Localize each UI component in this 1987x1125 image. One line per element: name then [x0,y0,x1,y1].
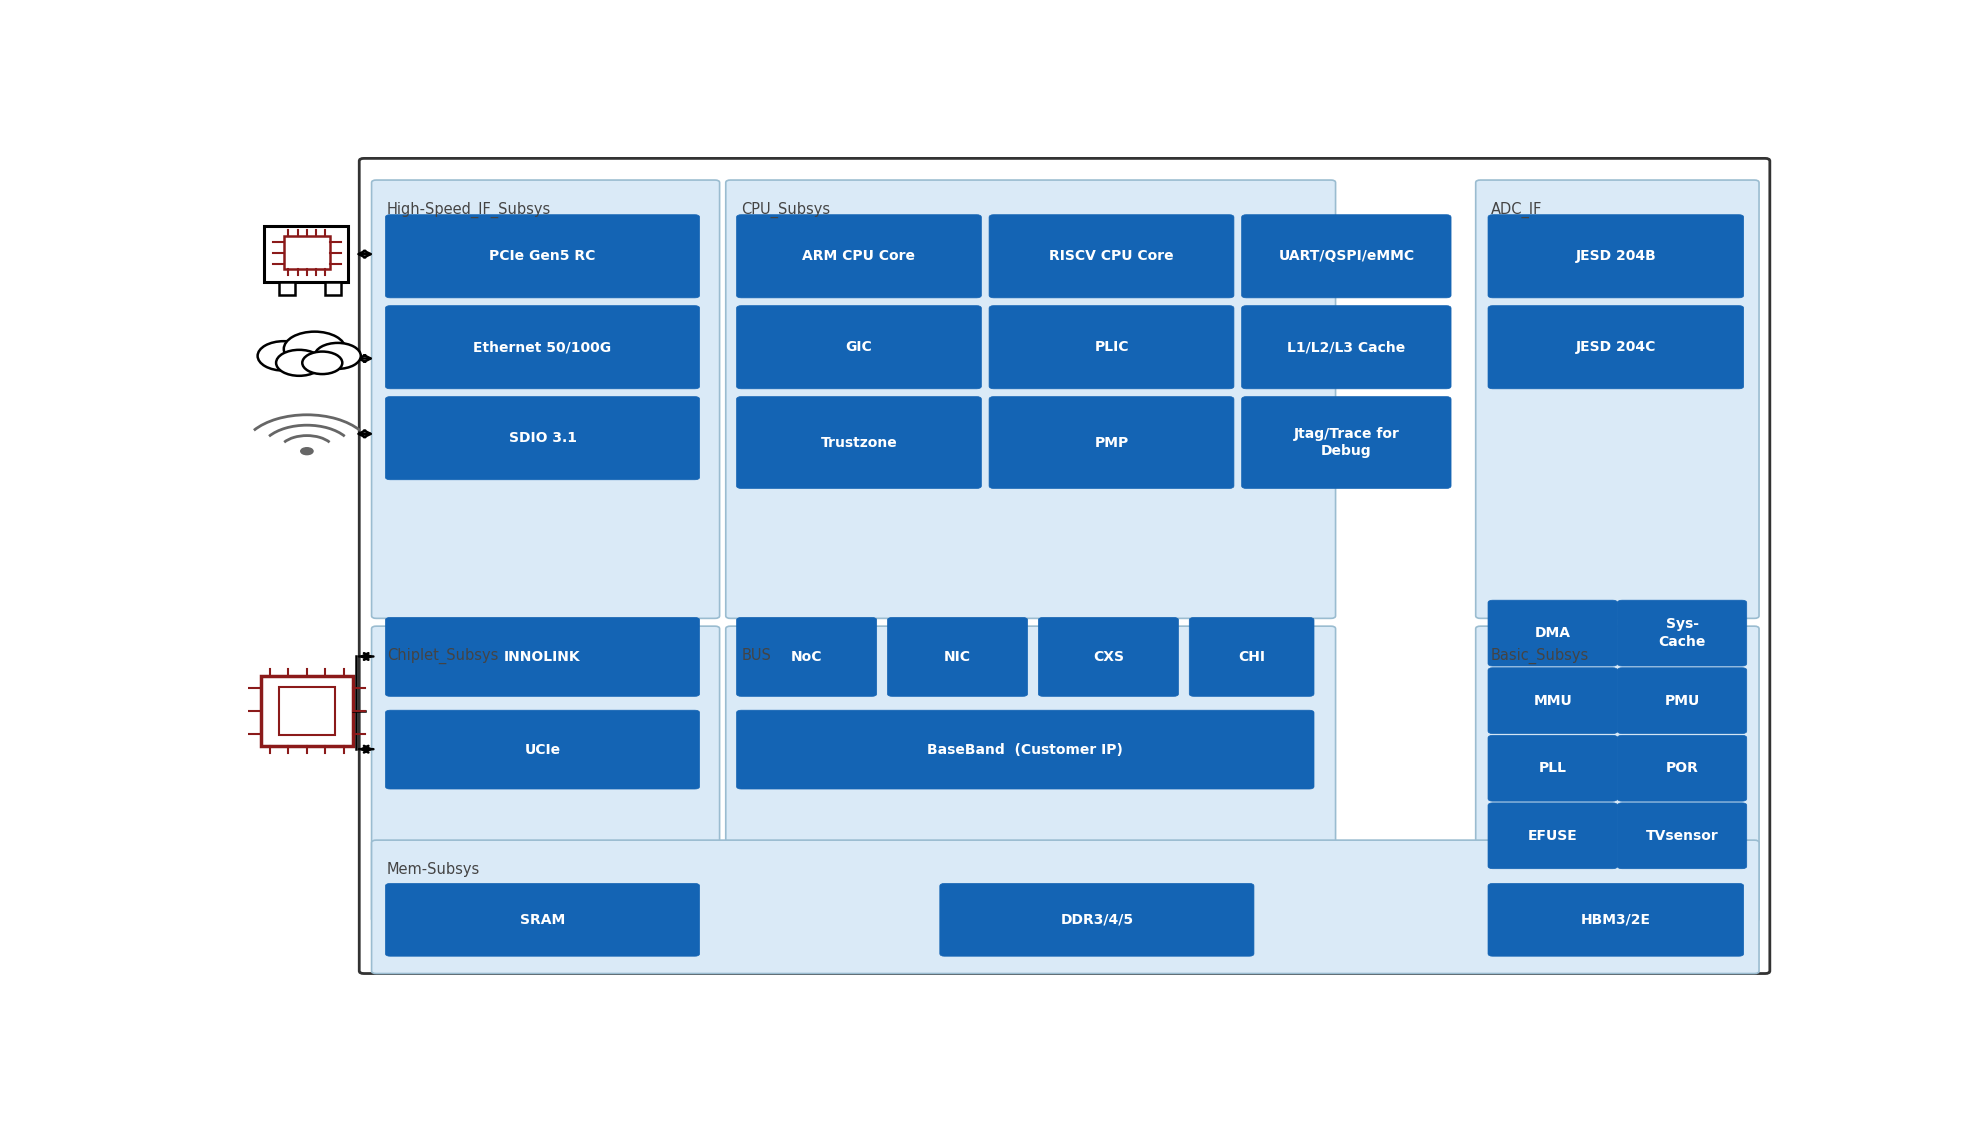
Text: L1/L2/L3 Cache: L1/L2/L3 Cache [1288,340,1405,354]
Text: Mem-Subsys: Mem-Subsys [387,862,481,876]
FancyBboxPatch shape [940,883,1254,956]
FancyBboxPatch shape [1476,627,1758,921]
Text: ARM CPU Core: ARM CPU Core [803,250,916,263]
Circle shape [284,332,346,367]
Circle shape [258,341,310,370]
Text: ADC_IF: ADC_IF [1490,201,1542,218]
Text: NoC: NoC [791,650,823,664]
Text: RISCV CPU Core: RISCV CPU Core [1049,250,1174,263]
Text: BaseBand  (Customer IP): BaseBand (Customer IP) [928,742,1123,757]
Text: DMA: DMA [1534,627,1570,640]
FancyBboxPatch shape [1476,180,1758,619]
Text: JESD 204B: JESD 204B [1576,250,1657,263]
Bar [278,686,334,736]
FancyBboxPatch shape [1488,306,1745,389]
Text: JESD 204C: JESD 204C [1576,340,1655,354]
Bar [284,236,330,269]
FancyBboxPatch shape [385,710,699,789]
FancyBboxPatch shape [990,306,1234,389]
FancyBboxPatch shape [737,397,982,488]
Text: HBM3/2E: HBM3/2E [1582,912,1651,927]
FancyBboxPatch shape [990,215,1234,298]
Text: Sys-
Cache: Sys- Cache [1659,618,1705,649]
Text: SDIO 3.1: SDIO 3.1 [509,431,576,446]
Text: GIC: GIC [846,340,872,354]
Bar [264,226,348,282]
Text: EFUSE: EFUSE [1528,829,1578,843]
Text: TVsensor: TVsensor [1645,829,1719,843]
FancyBboxPatch shape [1617,600,1747,666]
Text: DDR3/4/5: DDR3/4/5 [1061,912,1133,927]
Text: POR: POR [1665,762,1699,775]
FancyBboxPatch shape [1617,668,1747,734]
FancyBboxPatch shape [737,710,1313,789]
Text: CPU_Subsys: CPU_Subsys [741,201,831,218]
Text: PLIC: PLIC [1095,340,1129,354]
Bar [278,282,294,295]
Text: Jtag/Trace for
Debug: Jtag/Trace for Debug [1294,426,1399,458]
Text: UCIe: UCIe [525,742,560,757]
Circle shape [302,351,342,375]
FancyBboxPatch shape [385,215,699,298]
FancyBboxPatch shape [1488,736,1617,801]
Text: PLL: PLL [1538,762,1566,775]
Text: MMU: MMU [1534,694,1572,708]
Text: SRAM: SRAM [521,912,564,927]
FancyBboxPatch shape [725,627,1335,921]
Bar [326,282,342,295]
FancyBboxPatch shape [1617,803,1747,868]
FancyBboxPatch shape [737,306,982,389]
Text: Trustzone: Trustzone [821,435,898,450]
Text: High-Speed_IF_Subsys: High-Speed_IF_Subsys [387,201,550,218]
FancyBboxPatch shape [1488,668,1617,734]
Text: CHI: CHI [1238,650,1266,664]
FancyBboxPatch shape [1488,215,1745,298]
FancyBboxPatch shape [372,840,1758,973]
Text: CXS: CXS [1093,650,1125,664]
FancyBboxPatch shape [360,159,1770,973]
Text: UART/QSPI/eMMC: UART/QSPI/eMMC [1278,250,1415,263]
FancyBboxPatch shape [1617,736,1747,801]
FancyBboxPatch shape [385,397,699,479]
FancyBboxPatch shape [1488,883,1745,956]
Text: BUS: BUS [741,648,771,663]
Bar [260,676,354,746]
Circle shape [314,343,362,369]
FancyBboxPatch shape [737,618,876,696]
FancyBboxPatch shape [725,180,1335,619]
FancyBboxPatch shape [888,618,1027,696]
Circle shape [276,350,322,376]
Circle shape [300,448,314,454]
FancyBboxPatch shape [1242,397,1451,488]
Text: PCIe Gen5 RC: PCIe Gen5 RC [489,250,596,263]
FancyBboxPatch shape [990,397,1234,488]
FancyBboxPatch shape [385,883,699,956]
FancyBboxPatch shape [1242,306,1451,389]
FancyBboxPatch shape [1039,618,1178,696]
Text: PMP: PMP [1095,435,1129,450]
Text: INNOLINK: INNOLINK [505,650,580,664]
FancyBboxPatch shape [385,618,699,696]
Text: NIC: NIC [944,650,972,664]
FancyBboxPatch shape [1190,618,1313,696]
FancyBboxPatch shape [1488,803,1617,868]
FancyBboxPatch shape [1488,600,1617,666]
Text: Chiplet_Subsys: Chiplet_Subsys [387,648,499,664]
FancyBboxPatch shape [385,306,699,389]
Text: Ethernet 50/100G: Ethernet 50/100G [473,340,612,354]
Text: Basic_Subsys: Basic_Subsys [1490,648,1590,664]
FancyBboxPatch shape [372,627,719,921]
FancyBboxPatch shape [1242,215,1451,298]
FancyBboxPatch shape [372,180,719,619]
Text: PMU: PMU [1665,694,1699,708]
FancyBboxPatch shape [737,215,982,298]
